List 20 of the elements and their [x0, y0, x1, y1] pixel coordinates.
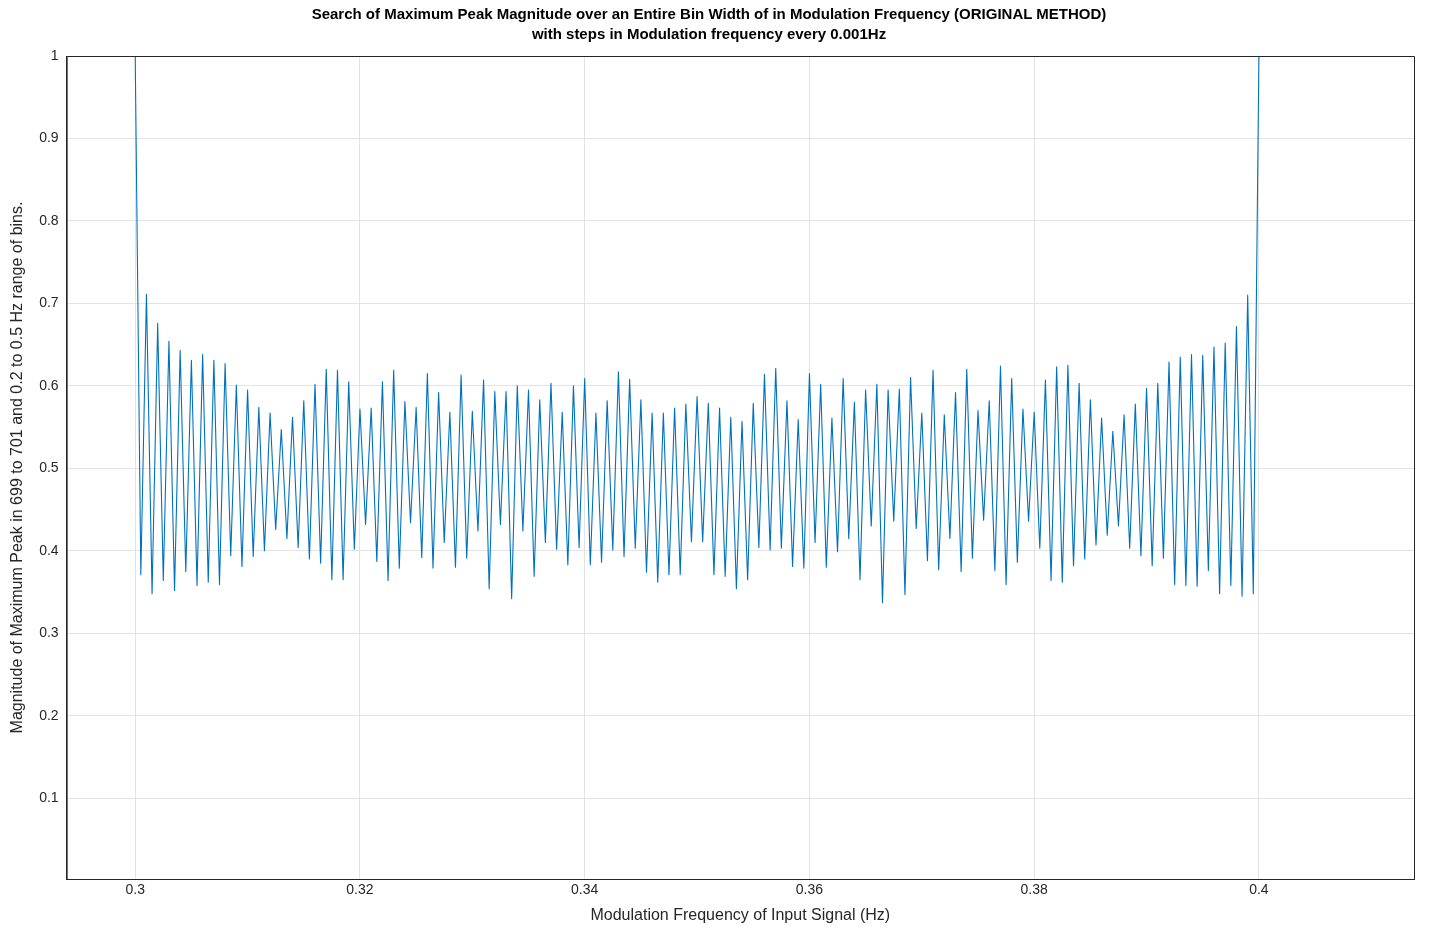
y-tick-label: 0.2	[39, 706, 59, 723]
x-tick-label: 0.3	[125, 881, 146, 898]
y-tick-label: 0.9	[39, 129, 59, 146]
x-tick-label: 0.32	[346, 881, 374, 898]
x-axis-title: Modulation Frequency of Input Signal (Hz)	[590, 905, 891, 923]
y-tick-label: 0.3	[39, 624, 59, 641]
y-tick-label: 0.6	[39, 376, 59, 393]
y-tick-label: 0.7	[39, 294, 59, 311]
x-tick-label: 0.4	[1249, 881, 1269, 898]
chart-title: Search of Maximum Peak Magnitude over an Entire Bin Width of in Modulation Frequency (ORIGINAL METHOD)	[311, 5, 1107, 23]
x-tick-label: 0.36	[795, 881, 824, 898]
y-tick-label: 1	[50, 46, 59, 63]
y-tick-label: 0.4	[39, 541, 59, 558]
x-tick-label: 0.34	[571, 881, 599, 898]
chart-subtitle: with steps in Modulation frequency every 0.001Hz	[530, 25, 887, 43]
y-tick-label: 0.8	[39, 211, 59, 228]
y-tick-label: 0.5	[39, 459, 59, 476]
y-tick-label: 0.1	[39, 789, 59, 806]
x-tick-label: 0.38	[1020, 881, 1049, 898]
y-axis-title: Magnitude of Maximum Peak in 699 to 701 and 0.2 to 0.5 Hz range of bins.	[8, 201, 26, 734]
